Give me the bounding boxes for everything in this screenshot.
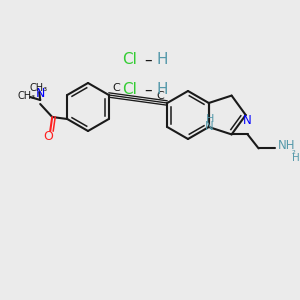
Text: NH: NH — [278, 139, 295, 152]
Text: H: H — [156, 82, 168, 98]
Text: C: C — [156, 91, 164, 101]
Text: H: H — [292, 153, 299, 164]
Text: CH₃: CH₃ — [17, 91, 35, 101]
Text: –: – — [144, 52, 152, 68]
Text: C: C — [112, 83, 120, 93]
Text: H: H — [156, 52, 168, 68]
Text: N: N — [35, 87, 45, 100]
Text: Cl: Cl — [123, 52, 137, 68]
Text: N: N — [243, 113, 252, 127]
Text: CH₃: CH₃ — [29, 83, 47, 93]
Text: ₂: ₂ — [292, 146, 295, 156]
Text: N: N — [204, 119, 213, 133]
Text: –: – — [144, 82, 152, 98]
Text: H: H — [206, 114, 214, 124]
Text: Cl: Cl — [123, 82, 137, 98]
Text: O: O — [43, 130, 53, 143]
